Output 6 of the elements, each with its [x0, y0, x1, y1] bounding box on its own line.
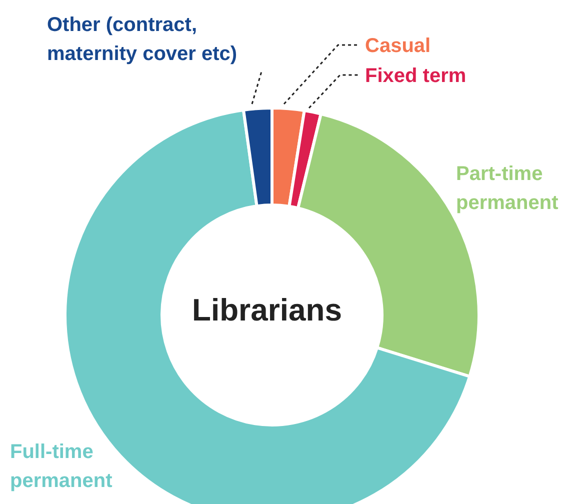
slice-label: Other (contract, maternity cover etc) — [47, 14, 238, 65]
slice-label: Fixed term — [365, 65, 466, 87]
slice-label: Part-time permanent — [456, 163, 559, 214]
slice-label: Casual — [365, 35, 431, 57]
text: Librarians — [192, 292, 342, 328]
slice-label: Full-time permanent — [10, 441, 113, 492]
